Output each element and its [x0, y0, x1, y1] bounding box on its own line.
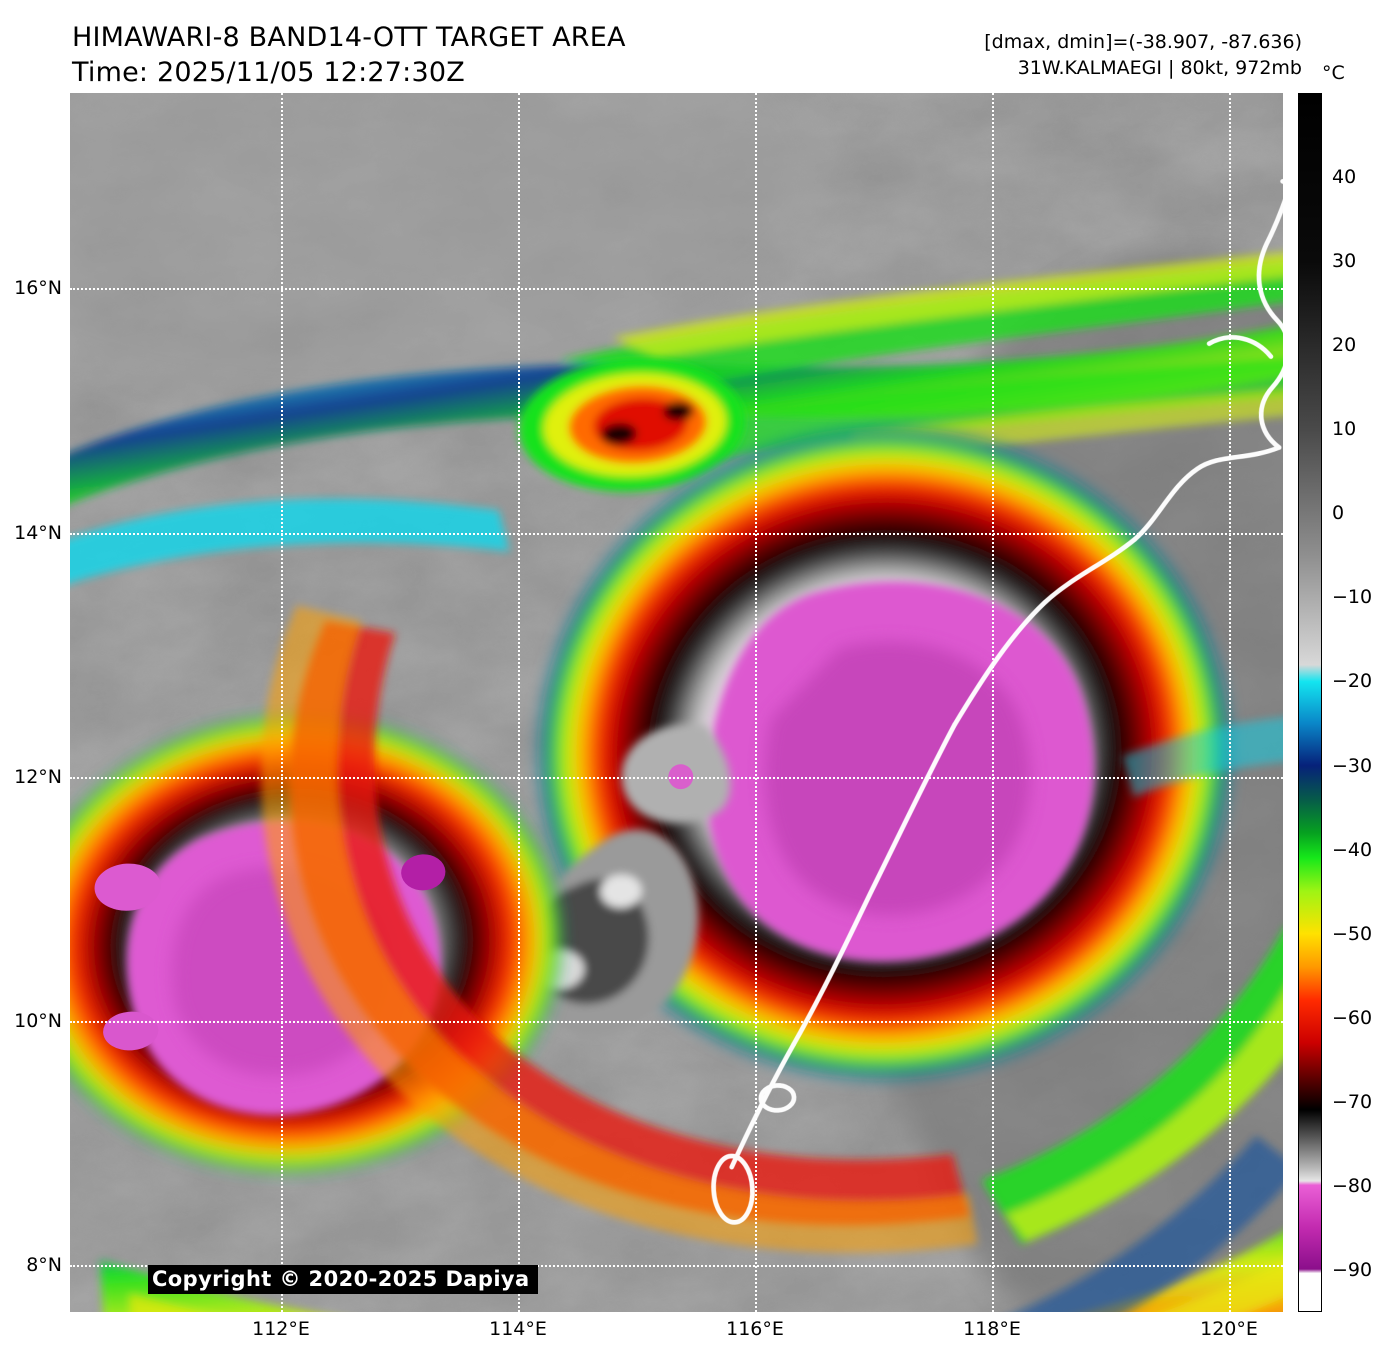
data-range-label: [dmax, dmin]=(-38.907, -87.636) — [984, 31, 1302, 53]
colorbar-gradient — [1299, 94, 1321, 1311]
colorbar-tick-0: 0 — [1332, 502, 1345, 525]
storm-info-label: 31W.KALMAEGI | 80kt, 972mb — [1017, 56, 1302, 79]
ytick-14N: 14°N — [14, 522, 62, 544]
colorbar-unit-label: °C — [1322, 62, 1345, 84]
coastline-overlay — [711, 99, 1283, 1225]
primary-cyclone-cdo — [538, 428, 1231, 1079]
colorbar-tick-neg20: −20 — [1332, 670, 1373, 693]
colorbar-tick-neg70: −70 — [1332, 1090, 1373, 1113]
ytick-16N: 16°N — [14, 277, 62, 299]
xtick-118E: 118°E — [963, 1318, 1021, 1340]
plot-clip — [70, 93, 1283, 1312]
ytick-8N: 8°N — [26, 1254, 62, 1276]
copyright-label: Copyright © 2020-2025 Dapiya — [148, 1265, 538, 1294]
page-title: HIMAWARI-8 BAND14-OTT TARGET AREA Time: … — [72, 20, 626, 90]
spiral-rainbands — [100, 605, 1283, 1312]
ytick-12N: 12°N — [14, 766, 62, 788]
colorbar-tick-neg10: −10 — [1332, 586, 1373, 609]
colorbar-tick-neg90: −90 — [1332, 1258, 1373, 1281]
thin-cirrus-speckle — [70, 498, 1283, 1312]
colorbar-tick-neg40: −40 — [1332, 838, 1373, 861]
xtick-114E: 114°E — [489, 1318, 547, 1340]
colorbar-tick-10: 10 — [1332, 418, 1357, 441]
southwest-convective-fragments — [525, 829, 699, 1036]
observation-time: Time: 2025/11/05 12:27:30Z — [72, 57, 465, 89]
satellite-swath — [70, 93, 1283, 1312]
north-cold-cell — [519, 358, 746, 492]
ir-brightness-temperature-raster — [70, 93, 1283, 1312]
satellite-image-plot[interactable]: Copyright © 2020-2025 Dapiya — [70, 93, 1283, 1312]
colorbar-tick-30: 30 — [1332, 250, 1357, 273]
colorbar-tick-40: 40 — [1332, 166, 1357, 189]
product-title: HIMAWARI-8 BAND14-OTT TARGET AREA — [72, 22, 626, 53]
ytick-10N: 10°N — [14, 1010, 62, 1032]
colorbar-tick-20: 20 — [1332, 334, 1357, 357]
xtick-116E: 116°E — [726, 1318, 784, 1340]
colorbar-tick-neg30: −30 — [1332, 754, 1373, 777]
colorbar-tick-neg80: −80 — [1332, 1174, 1373, 1197]
xtick-120E: 120°E — [1200, 1318, 1258, 1340]
colorbar-tick-neg60: −60 — [1332, 1006, 1373, 1029]
metadata-block: [dmax, dmin]=(-38.907, -87.636) 31W.KALM… — [984, 30, 1302, 81]
colorbar-tick-neg50: −50 — [1332, 922, 1373, 945]
temperature-colorbar[interactable] — [1298, 93, 1322, 1312]
xtick-112E: 112°E — [252, 1318, 310, 1340]
